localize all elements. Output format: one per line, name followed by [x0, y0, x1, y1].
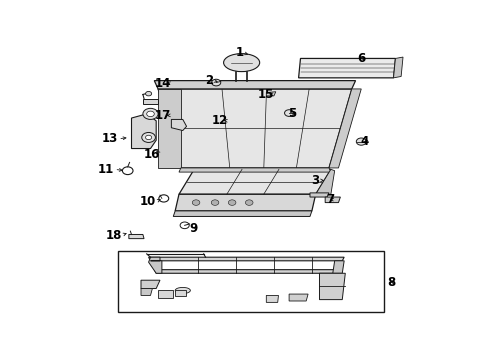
Polygon shape — [154, 270, 341, 273]
Circle shape — [146, 135, 151, 140]
Text: 16: 16 — [144, 148, 160, 161]
Polygon shape — [141, 280, 160, 288]
Polygon shape — [173, 211, 312, 216]
Text: 7: 7 — [326, 193, 335, 206]
Text: 6: 6 — [357, 52, 365, 65]
Polygon shape — [298, 58, 395, 78]
Text: 5: 5 — [289, 107, 297, 120]
Polygon shape — [154, 81, 356, 89]
Text: 2: 2 — [205, 74, 213, 87]
Text: 3: 3 — [311, 174, 319, 187]
Text: 15: 15 — [258, 88, 274, 101]
Text: 9: 9 — [190, 222, 198, 235]
Polygon shape — [131, 114, 156, 149]
Polygon shape — [329, 89, 361, 168]
Polygon shape — [129, 234, 144, 239]
Polygon shape — [179, 168, 331, 172]
Polygon shape — [172, 120, 187, 131]
Text: 11: 11 — [98, 163, 115, 176]
Text: 14: 14 — [155, 77, 172, 90]
Polygon shape — [148, 257, 162, 273]
Polygon shape — [148, 257, 344, 261]
Polygon shape — [175, 290, 186, 296]
Circle shape — [143, 108, 158, 120]
Circle shape — [285, 110, 294, 116]
Polygon shape — [316, 169, 335, 194]
Circle shape — [159, 195, 169, 202]
Text: 1: 1 — [235, 46, 244, 59]
Ellipse shape — [223, 54, 260, 72]
Polygon shape — [319, 273, 345, 300]
Polygon shape — [175, 194, 316, 211]
Text: 18: 18 — [106, 229, 122, 242]
Circle shape — [122, 167, 133, 175]
Polygon shape — [333, 261, 344, 273]
Text: 17: 17 — [155, 109, 172, 122]
Polygon shape — [141, 288, 152, 296]
Circle shape — [211, 200, 219, 205]
Circle shape — [212, 79, 220, 86]
Polygon shape — [325, 197, 341, 203]
Text: 12: 12 — [212, 114, 228, 127]
Text: 8: 8 — [387, 276, 395, 289]
Text: 10: 10 — [140, 195, 156, 208]
Polygon shape — [310, 193, 329, 197]
Ellipse shape — [175, 287, 190, 293]
Polygon shape — [158, 291, 173, 298]
Circle shape — [228, 200, 236, 205]
Text: 13: 13 — [102, 132, 118, 145]
Polygon shape — [158, 89, 352, 168]
Polygon shape — [143, 99, 158, 104]
Polygon shape — [267, 296, 278, 302]
Bar — [118, 251, 384, 312]
Circle shape — [356, 138, 366, 145]
Circle shape — [146, 91, 151, 96]
Polygon shape — [393, 57, 403, 78]
Polygon shape — [158, 89, 181, 168]
Circle shape — [245, 200, 253, 205]
Polygon shape — [289, 294, 308, 301]
Circle shape — [180, 222, 189, 229]
Polygon shape — [267, 92, 276, 96]
Polygon shape — [179, 169, 331, 194]
Circle shape — [142, 132, 155, 143]
Circle shape — [192, 200, 200, 205]
Circle shape — [147, 111, 154, 117]
Text: 4: 4 — [361, 135, 369, 148]
